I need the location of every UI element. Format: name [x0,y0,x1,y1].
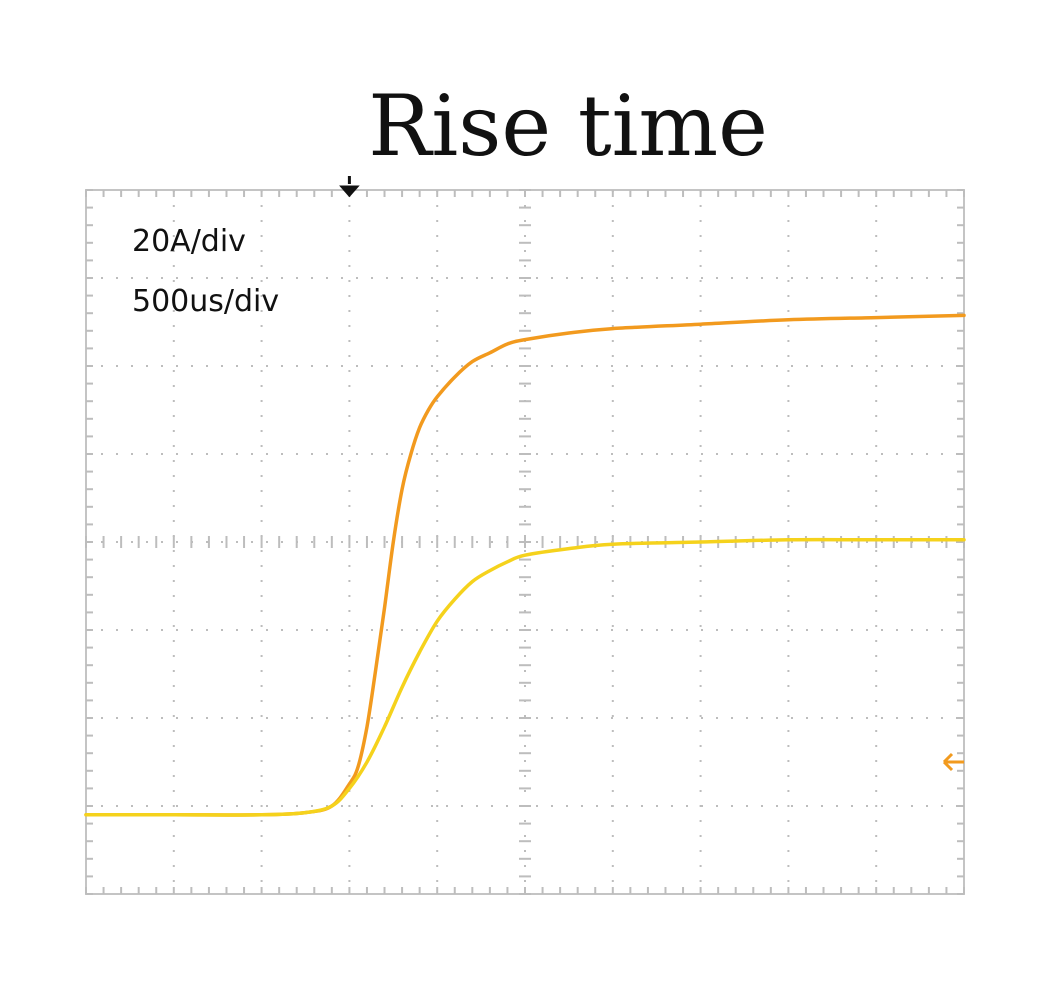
horizontal-scale-label: 500us/div [132,284,279,319]
chart-title: Rise time [368,77,768,175]
grid-layer [85,189,965,895]
ground-reference-icon [942,752,964,772]
trigger-position-icon [339,176,360,198]
trace-line-2 [84,537,966,817]
trace-layer [84,313,966,817]
vertical-scale-label: 20A/div [132,224,246,259]
